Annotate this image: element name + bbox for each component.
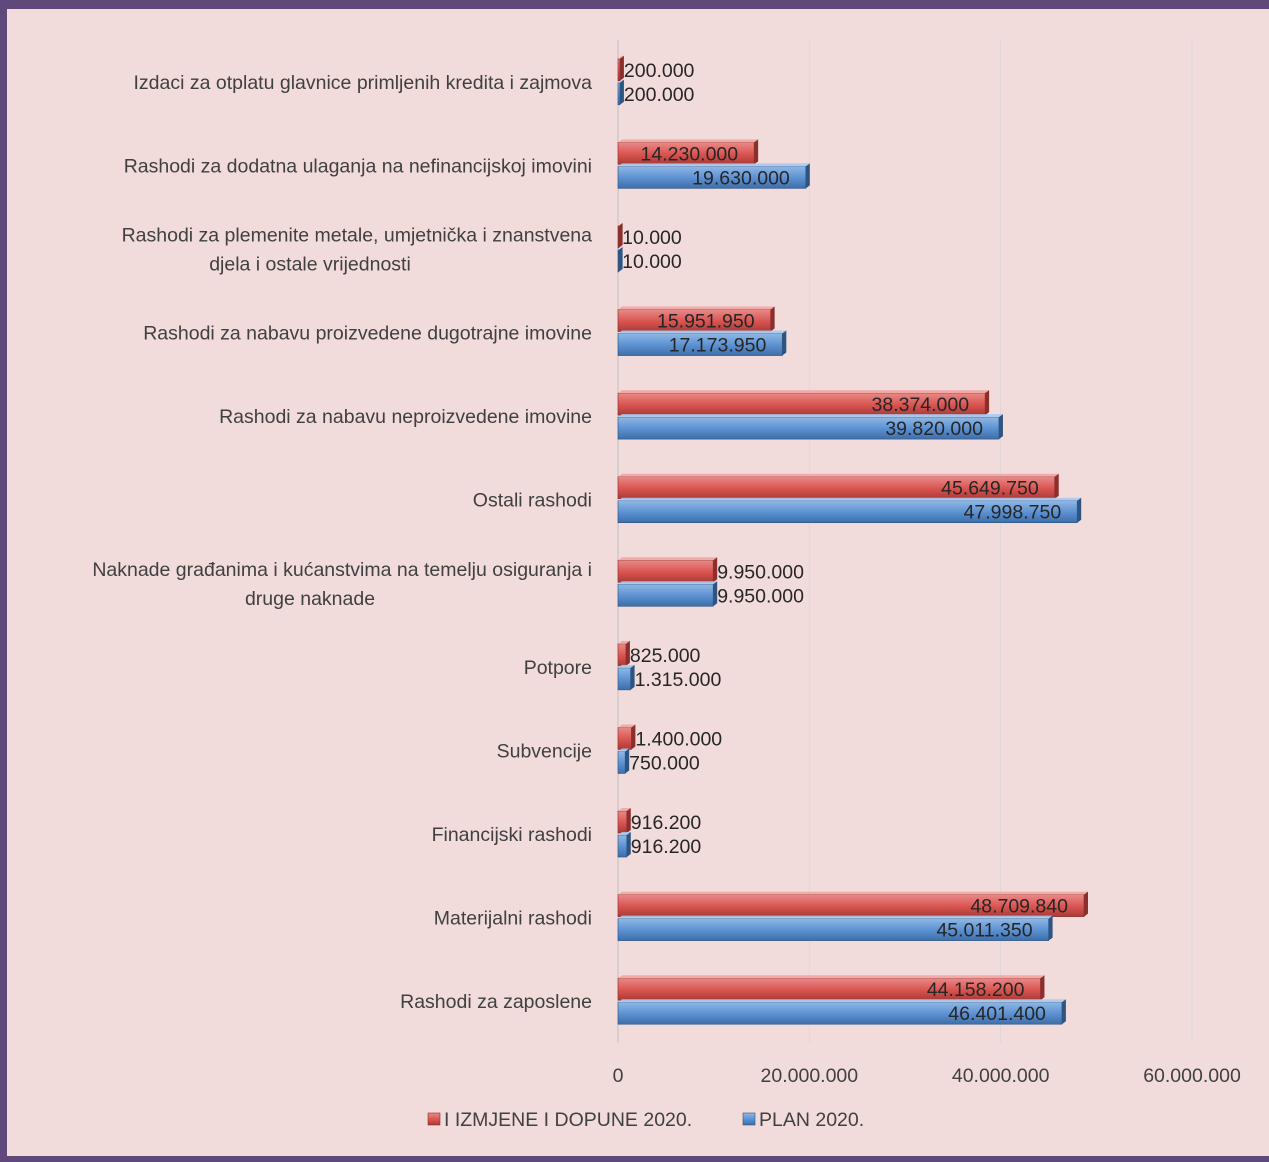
category-label-4-line-0: Potpore xyxy=(524,657,592,679)
category-label-1-line-0: Materijalni rashodi xyxy=(434,908,592,930)
legend-swatch xyxy=(742,1112,756,1126)
data-label-plan-7: 39.820.000 xyxy=(885,418,983,440)
bar-izmjene-6 xyxy=(617,473,1059,500)
legend-label: PLAN 2020. xyxy=(759,1109,864,1131)
category-label-11-line-0: Izdaci za otplatu glavnice primljenih kr… xyxy=(134,72,593,94)
data-label-izmjene-7: 38.374.000 xyxy=(872,394,970,416)
bar-izmjene-3 xyxy=(617,724,636,750)
bar-plan-10 xyxy=(617,163,810,189)
data-label-izmjene-8: 15.951.950 xyxy=(657,311,755,333)
data-label-izmjene-11: 200.000 xyxy=(624,60,695,82)
bar-plan-7 xyxy=(617,414,1003,440)
x-tick-label-0: 0 xyxy=(613,1065,624,1087)
bar-plan-5 xyxy=(617,581,718,607)
data-label-izmjene-9: 10.000 xyxy=(622,227,682,249)
data-label-izmjene-3: 1.400.000 xyxy=(635,728,722,750)
bar-plan-4 xyxy=(617,664,635,691)
bar-plan-9 xyxy=(617,246,623,273)
bar-izmjene-5 xyxy=(617,557,718,583)
bar-plan-3 xyxy=(617,748,630,774)
data-label-izmjene-4: 825.000 xyxy=(630,645,701,667)
category-label-5-line-1: druge naknade xyxy=(245,588,375,610)
legend-item-plan: PLAN 2020. xyxy=(742,1109,864,1131)
bar-izmjene-2 xyxy=(617,808,631,834)
x-tick-label-2: 40.000.000 xyxy=(952,1065,1050,1087)
data-label-plan-3: 750.000 xyxy=(629,752,700,774)
data-label-plan-5: 9.950.000 xyxy=(717,585,804,607)
legend-swatch xyxy=(427,1112,441,1126)
bar-izmjene-1 xyxy=(617,891,1088,917)
data-label-plan-9: 10.000 xyxy=(622,251,682,273)
data-label-plan-10: 19.630.000 xyxy=(692,167,790,189)
bar-plan-2 xyxy=(617,832,631,858)
bar-plan-11 xyxy=(617,79,624,106)
bar-plan-1 xyxy=(617,915,1053,941)
legend-item-izmjene: I IZMJENE I DOPUNE 2020. xyxy=(427,1109,692,1131)
data-label-izmjene-5: 9.950.000 xyxy=(717,561,804,583)
data-label-izmjene-10: 14.230.000 xyxy=(641,143,739,165)
data-label-plan-11: 200.000 xyxy=(624,84,695,106)
x-tick-label-1: 20.000.000 xyxy=(761,1065,859,1087)
bar-izmjene-9 xyxy=(617,222,623,249)
data-label-plan-4: 1.315.000 xyxy=(635,669,722,691)
data-label-plan-8: 17.173.950 xyxy=(669,335,767,357)
bar-plan-0 xyxy=(617,999,1066,1025)
bar-plan-6 xyxy=(617,497,1082,524)
bar-izmjene-0 xyxy=(617,975,1045,1001)
bar-izmjene-7 xyxy=(617,390,990,416)
category-label-2-line-0: Financijski rashodi xyxy=(432,824,592,846)
category-label-7-line-0: Rashodi za nabavu neproizvedene imovine xyxy=(219,406,592,428)
category-label-0-line-0: Rashodi za zaposlene xyxy=(400,991,592,1013)
category-label-9-line-0: Rashodi za plemenite metale, umjetnička … xyxy=(122,224,593,246)
data-label-plan-6: 47.998.750 xyxy=(964,502,1062,524)
x-tick-label-3: 60.000.000 xyxy=(1143,1065,1241,1087)
data-label-izmjene-0: 44.158.200 xyxy=(927,979,1025,1001)
data-label-izmjene-2: 916.200 xyxy=(631,812,702,834)
data-label-plan-0: 46.401.400 xyxy=(948,1003,1046,1025)
bar-izmjene-10 xyxy=(617,139,759,165)
category-label-5-line-0: Naknade građanima i kućanstvima na temel… xyxy=(92,559,592,581)
category-label-3-line-0: Subvencije xyxy=(497,740,592,762)
data-label-plan-1: 45.011.350 xyxy=(936,920,1032,942)
data-label-izmjene-1: 48.709.840 xyxy=(970,896,1068,918)
category-label-8-line-0: Rashodi za nabavu proizvedene dugotrajne… xyxy=(143,323,592,345)
data-label-plan-2: 916.200 xyxy=(631,836,702,858)
category-label-9-line-1: djela i ostale vrijednosti xyxy=(209,253,411,275)
bar-izmjene-11 xyxy=(617,55,624,82)
bar-plan-8 xyxy=(617,330,787,356)
data-label-izmjene-6: 45.649.750 xyxy=(941,478,1039,500)
legend-label: I IZMJENE I DOPUNE 2020. xyxy=(444,1109,692,1131)
bar-izmjene-4 xyxy=(617,640,630,667)
category-label-10-line-0: Rashodi za dodatna ulaganja na nefinanci… xyxy=(124,155,592,177)
category-label-6-line-0: Ostali rashodi xyxy=(473,490,592,512)
